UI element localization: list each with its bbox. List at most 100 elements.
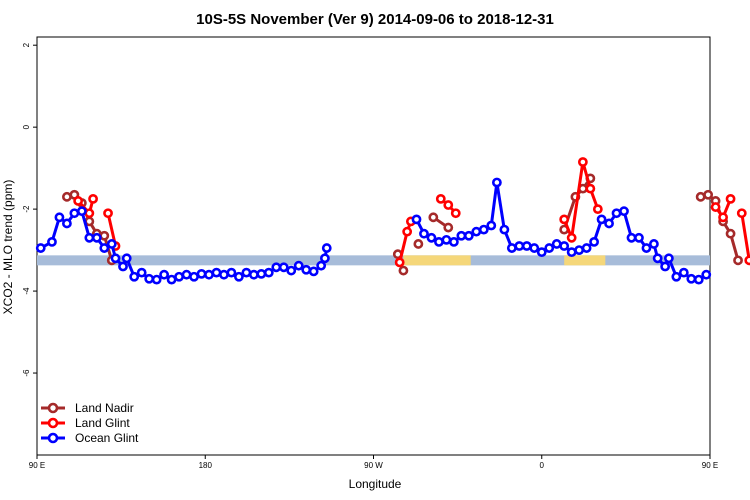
data-point	[402, 226, 413, 237]
data-point	[263, 267, 274, 278]
series-line	[562, 160, 600, 240]
legend-label: Ocean Glint	[75, 431, 139, 445]
data-point	[733, 255, 743, 266]
data-point	[121, 253, 132, 264]
ocean-land-band	[37, 255, 710, 266]
data-point	[211, 267, 222, 278]
data-point	[701, 269, 712, 280]
data-point	[301, 264, 312, 275]
data-point	[73, 196, 84, 206]
data-point	[471, 226, 482, 237]
data-point	[693, 274, 704, 285]
data-point	[506, 243, 517, 253]
x-axis: 90 E 180 90 W 0 90 E	[29, 455, 718, 470]
data-point	[744, 255, 750, 266]
data-point	[181, 269, 192, 280]
data-point	[703, 189, 714, 200]
data-point	[106, 239, 117, 249]
data-point	[478, 224, 489, 235]
data-point	[62, 191, 72, 202]
data-point	[435, 193, 446, 204]
data-point	[585, 183, 596, 194]
x-tick-label: 0	[540, 461, 545, 470]
data-point	[204, 269, 214, 280]
data-point	[592, 204, 603, 215]
y-axis-label: XCO2 - MLO trend (ppm)	[1, 180, 15, 315]
data-point	[271, 262, 282, 273]
data-point	[293, 260, 304, 271]
data-point	[319, 253, 330, 264]
data-point	[91, 232, 102, 243]
data-point	[189, 271, 199, 282]
data-point	[88, 193, 98, 204]
data-point	[144, 273, 155, 284]
data-point	[686, 273, 697, 284]
data-point	[443, 222, 454, 233]
data-point	[660, 261, 671, 272]
data-point	[241, 267, 252, 278]
x-axis-label: Longitude	[349, 477, 402, 491]
data-point	[649, 239, 659, 249]
data-point	[428, 212, 439, 223]
x-tick-label: 90 E	[702, 461, 718, 470]
data-point	[566, 232, 577, 243]
data-point	[725, 228, 736, 239]
land-band-0	[403, 255, 471, 266]
data-point	[321, 243, 332, 253]
data-point	[256, 268, 267, 279]
data-point	[634, 232, 644, 243]
chart-title: 10S-5S November (Ver 9) 2014-09-06 to 20…	[196, 11, 554, 28]
land-band-1	[564, 255, 606, 266]
data-point	[736, 208, 747, 219]
data-point	[551, 239, 562, 249]
data-point	[411, 214, 422, 225]
data-point	[316, 260, 327, 271]
legend-label: Land Glint	[75, 416, 130, 430]
data-point	[84, 208, 95, 219]
data-point	[196, 268, 207, 279]
data-point	[589, 237, 599, 247]
x-tick-label: 90 W	[364, 461, 383, 470]
data-point	[118, 261, 128, 272]
data-point	[581, 243, 592, 253]
data-point	[76, 206, 87, 217]
data-point	[450, 208, 461, 219]
data-point	[678, 267, 689, 278]
data-point	[394, 257, 405, 268]
data-point	[47, 237, 57, 247]
data-point	[611, 208, 622, 219]
y-axis: 2 0 -2 -4 -6	[22, 42, 37, 377]
data-point	[514, 241, 525, 251]
data-point	[486, 220, 497, 231]
data-point	[604, 218, 614, 229]
data-point	[103, 208, 113, 219]
data-point	[413, 239, 424, 249]
data-point	[84, 232, 95, 243]
data-point	[286, 265, 297, 276]
data-point	[671, 271, 682, 282]
data-point	[491, 177, 502, 188]
data-point	[54, 212, 65, 223]
data-point	[233, 271, 244, 282]
data-point	[166, 274, 177, 285]
data-point	[308, 266, 319, 277]
data-point	[529, 243, 540, 253]
x-tick-label: 90 E	[29, 461, 45, 470]
data-point	[426, 232, 437, 243]
data-point	[419, 228, 429, 239]
data-point	[69, 208, 80, 219]
data-point	[566, 247, 577, 258]
data-point	[577, 157, 588, 167]
legend-label: Land Nadir	[75, 401, 134, 415]
data-point	[278, 262, 289, 273]
data-point	[219, 269, 229, 280]
data-point	[718, 212, 728, 223]
data-point	[559, 214, 570, 225]
data-point	[619, 206, 629, 217]
data-point	[129, 271, 140, 282]
data-point	[136, 267, 147, 278]
data-point	[521, 241, 532, 251]
y-tick-label: 0	[22, 124, 31, 129]
data-point	[62, 218, 72, 229]
